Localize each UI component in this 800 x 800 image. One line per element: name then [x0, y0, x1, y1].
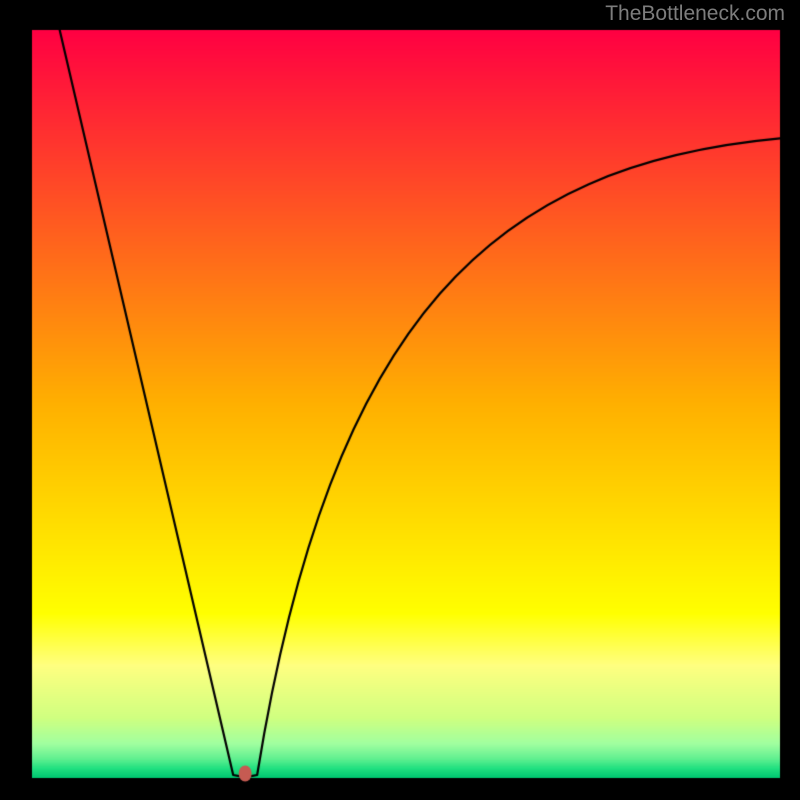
bottleneck-chart-canvas [0, 0, 800, 800]
attribution-label: TheBottleneck.com [605, 2, 785, 26]
